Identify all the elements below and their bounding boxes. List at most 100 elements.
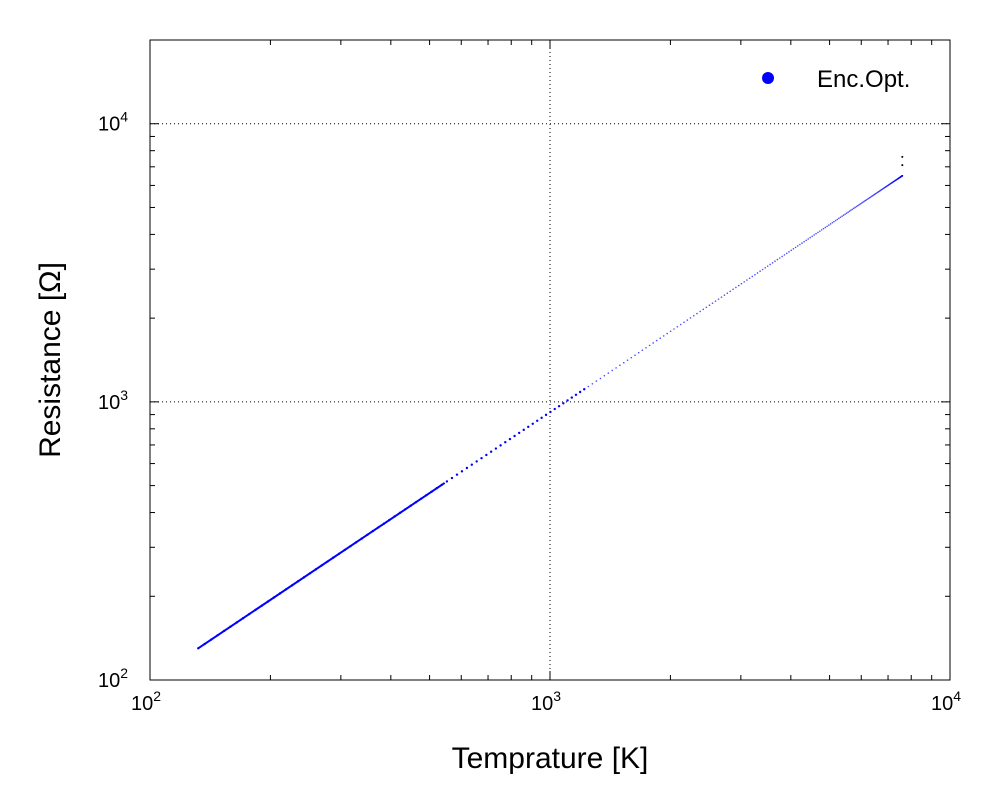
data-point — [740, 282, 743, 285]
data-point — [645, 346, 647, 349]
data-point — [705, 306, 708, 309]
data-point — [813, 234, 815, 236]
x-axis-title: Temprature [K] — [452, 742, 649, 775]
data-point — [790, 249, 793, 252]
data-point — [626, 359, 629, 361]
data-point — [562, 402, 565, 405]
data-point — [788, 251, 790, 253]
data-point — [450, 476, 454, 480]
data-point — [826, 225, 828, 228]
data-point — [769, 263, 771, 266]
data-point — [845, 212, 848, 214]
data-point — [794, 246, 797, 249]
data-point — [751, 275, 754, 278]
data-point — [460, 470, 464, 473]
data-point — [692, 314, 695, 317]
data-point — [445, 480, 449, 483]
data-point — [783, 254, 786, 256]
outlier-point — [901, 155, 904, 158]
data-point — [676, 325, 679, 328]
data-point — [771, 262, 774, 264]
data-point — [683, 321, 685, 324]
data-point — [852, 207, 855, 210]
y-axis-title: Resistance [Ω] — [34, 262, 67, 458]
data-point — [809, 236, 811, 239]
data-point — [851, 208, 854, 211]
data-point — [759, 270, 761, 273]
data-point — [566, 399, 569, 402]
data-point — [570, 396, 573, 399]
data-point — [726, 292, 729, 295]
data-point — [766, 265, 769, 267]
data-point — [848, 210, 851, 212]
data-point — [655, 339, 658, 342]
data-point — [850, 209, 852, 212]
data-point — [603, 374, 606, 377]
data-point — [737, 284, 740, 287]
data-point — [591, 382, 594, 385]
data-point — [485, 453, 488, 457]
data-point — [679, 323, 682, 326]
data-point — [544, 413, 548, 417]
data-point — [732, 288, 734, 291]
data-point — [549, 410, 552, 414]
data-point — [587, 385, 590, 388]
data-point — [746, 279, 748, 281]
data-point — [536, 419, 539, 423]
data-point — [774, 260, 776, 263]
data-point — [622, 361, 625, 364]
data-point — [527, 425, 530, 429]
data-point — [839, 216, 842, 219]
data-point — [499, 444, 502, 447]
data-point — [630, 356, 633, 359]
data-point — [711, 302, 714, 304]
data-point — [619, 364, 621, 367]
data-point — [842, 214, 845, 216]
data-point — [748, 277, 751, 280]
data-point — [455, 473, 459, 476]
outlier-point — [901, 164, 904, 167]
data-point — [828, 224, 830, 226]
data-point — [553, 407, 556, 411]
legend-marker — [762, 72, 774, 84]
data-point — [699, 310, 701, 313]
data-point — [838, 217, 840, 220]
grid — [150, 40, 950, 680]
data-point — [856, 204, 859, 207]
data-layer — [197, 155, 904, 650]
data-point — [792, 248, 795, 250]
data-point — [796, 245, 799, 247]
data-point — [815, 232, 817, 235]
data-point — [801, 242, 803, 244]
data-point — [822, 227, 825, 230]
data-point — [836, 218, 839, 221]
data-point — [847, 211, 849, 213]
dense-data-segment — [197, 482, 446, 650]
data-point — [513, 434, 516, 438]
data-point — [863, 200, 865, 203]
data-point — [634, 354, 636, 356]
data-point — [865, 199, 868, 201]
data-point — [862, 201, 864, 204]
data-point — [841, 215, 843, 218]
data-point — [557, 404, 561, 408]
ticks — [149, 40, 951, 681]
data-point — [689, 317, 692, 319]
data-point — [637, 351, 640, 354]
data-point — [831, 221, 834, 224]
data-point — [531, 422, 534, 426]
data-point — [595, 380, 598, 382]
data-point — [864, 199, 867, 202]
data-point — [901, 174, 904, 177]
data-point — [714, 300, 717, 302]
data-point — [470, 463, 474, 466]
data-point — [803, 240, 805, 243]
data-point — [702, 308, 705, 311]
data-point — [723, 294, 726, 296]
data-point — [811, 235, 813, 238]
data-point — [761, 268, 764, 271]
data-point — [854, 206, 856, 209]
data-point — [599, 377, 602, 380]
